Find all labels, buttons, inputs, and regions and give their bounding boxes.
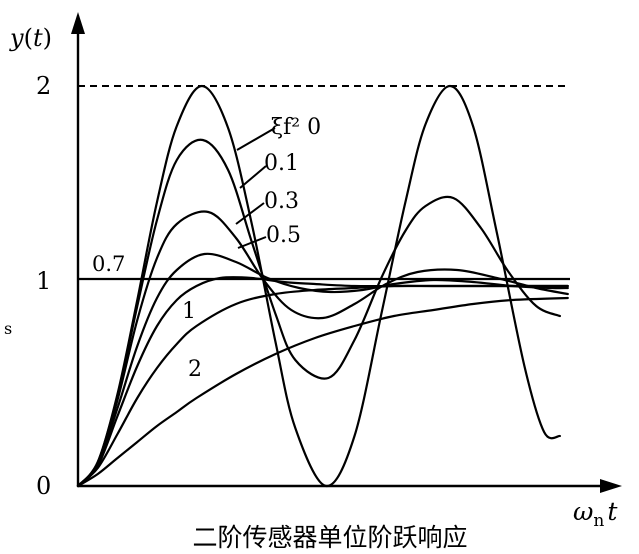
leader-line-zeta-0.1 [239, 165, 267, 189]
series-line-0 [76, 84, 561, 488]
series-curves [76, 84, 569, 488]
y-tick-label-2: 2 [36, 72, 51, 100]
stray-mark: s [4, 319, 12, 338]
series-label-zeta-0.3: 0.3 [264, 189, 299, 214]
series-label-zeta-1: 1 [182, 299, 196, 324]
series-line-1 [76, 138, 561, 488]
series-line-2 [76, 210, 569, 488]
series-line-6 [76, 296, 569, 488]
y-tick-label-0: 0 [36, 472, 51, 500]
series-label-zeta-0.7: 0.7 [92, 252, 125, 276]
chart-caption: 二阶传感器单位阶跃响应 [192, 523, 467, 552]
y-tick-label-1: 1 [36, 267, 51, 295]
series-line-3 [76, 252, 569, 488]
leader-line-zeta-0 [236, 127, 276, 151]
x-axis-arrow [600, 479, 622, 493]
series-label-zeta-0.1: 0.1 [264, 151, 299, 176]
y-axis-arrow [71, 12, 85, 34]
y-axis-label: y(t) [9, 24, 52, 52]
leader-line-zeta-0.3 [235, 202, 265, 225]
series-line-5 [76, 284, 569, 488]
x-axis-label: ωn t [573, 497, 618, 531]
series-label-zeta-0: ξf² 0 [271, 115, 321, 140]
leader-line-zeta-0.5 [237, 236, 267, 249]
series-label-zeta-0.5: 0.5 [266, 223, 301, 248]
series-label-zeta-2: 2 [188, 357, 202, 382]
